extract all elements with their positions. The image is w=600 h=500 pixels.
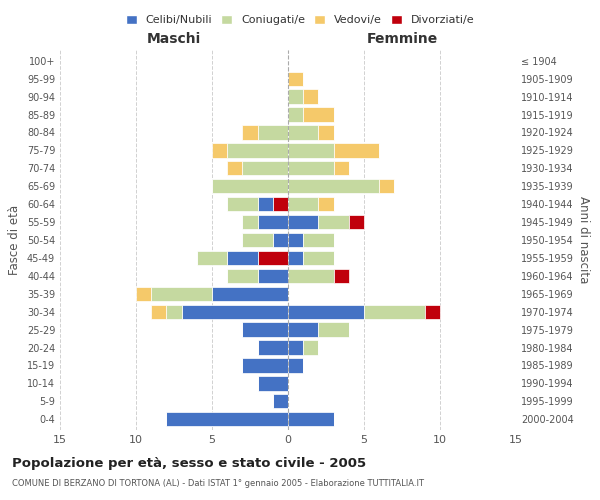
Bar <box>273 394 288 408</box>
Bar <box>303 90 319 104</box>
Bar <box>257 197 273 212</box>
Bar <box>425 304 440 319</box>
Bar <box>288 126 319 140</box>
Bar <box>288 322 319 337</box>
Bar <box>288 268 334 283</box>
Bar <box>303 340 319 354</box>
Bar <box>212 286 288 301</box>
Bar <box>227 251 257 265</box>
Bar <box>257 340 288 354</box>
Bar <box>319 322 349 337</box>
Bar <box>151 304 166 319</box>
Bar <box>288 90 303 104</box>
Bar <box>303 251 334 265</box>
Bar <box>166 304 182 319</box>
Bar <box>227 197 257 212</box>
Legend: Celibi/Nubili, Coniugati/e, Vedovi/e, Divorziati/e: Celibi/Nubili, Coniugati/e, Vedovi/e, Di… <box>121 10 479 30</box>
Bar <box>273 233 288 247</box>
Bar <box>288 161 334 176</box>
Bar <box>288 143 334 158</box>
Bar <box>319 197 334 212</box>
Bar <box>319 126 334 140</box>
Bar <box>303 233 334 247</box>
Bar <box>288 358 303 372</box>
Bar <box>288 340 303 354</box>
Bar <box>288 251 303 265</box>
Text: COMUNE DI BERZANO DI TORTONA (AL) - Dati ISTAT 1° gennaio 2005 - Elaborazione TU: COMUNE DI BERZANO DI TORTONA (AL) - Dati… <box>12 479 424 488</box>
Text: Popolazione per età, sesso e stato civile - 2005: Popolazione per età, sesso e stato civil… <box>12 458 366 470</box>
Text: Femmine: Femmine <box>367 32 437 46</box>
Bar <box>182 304 288 319</box>
Bar <box>212 179 288 194</box>
Bar <box>166 412 288 426</box>
Bar <box>334 161 349 176</box>
Y-axis label: Fasce di età: Fasce di età <box>8 205 21 275</box>
Bar <box>288 304 364 319</box>
Bar <box>257 376 288 390</box>
Bar <box>273 197 288 212</box>
Bar <box>242 126 257 140</box>
Bar <box>242 161 288 176</box>
Bar <box>288 215 319 229</box>
Bar <box>288 233 303 247</box>
Bar <box>288 412 334 426</box>
Bar <box>242 358 288 372</box>
Bar <box>303 108 334 122</box>
Bar <box>288 108 303 122</box>
Bar <box>151 286 212 301</box>
Bar <box>197 251 227 265</box>
Bar <box>227 143 288 158</box>
Y-axis label: Anni di nascita: Anni di nascita <box>577 196 590 284</box>
Bar <box>136 286 151 301</box>
Bar <box>288 179 379 194</box>
Bar <box>349 215 364 229</box>
Bar <box>227 161 242 176</box>
Bar <box>257 126 288 140</box>
Bar <box>227 268 257 283</box>
Bar <box>257 251 288 265</box>
Bar <box>242 215 257 229</box>
Bar <box>319 215 349 229</box>
Bar <box>242 322 288 337</box>
Bar <box>257 215 288 229</box>
Bar <box>257 268 288 283</box>
Bar <box>288 72 303 86</box>
Bar <box>379 179 394 194</box>
Bar <box>288 197 319 212</box>
Text: Maschi: Maschi <box>147 32 201 46</box>
Bar <box>242 233 273 247</box>
Bar <box>212 143 227 158</box>
Bar <box>334 143 379 158</box>
Bar <box>334 268 349 283</box>
Bar <box>364 304 425 319</box>
